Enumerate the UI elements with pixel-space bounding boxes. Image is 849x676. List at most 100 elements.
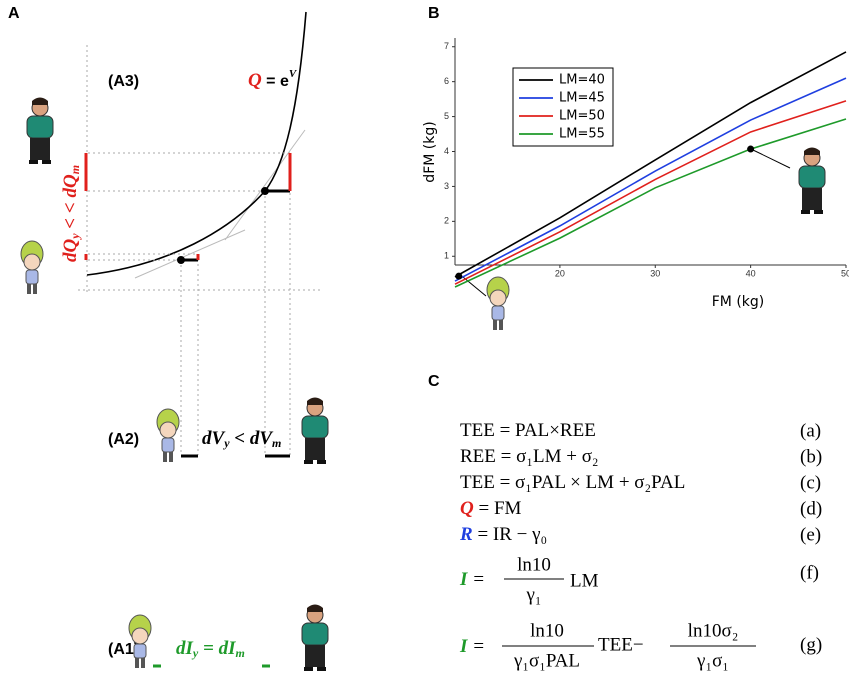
t: y [68,233,82,241]
t: dQ [60,174,81,198]
rhs: = σ₁LM + σ₂ [496,446,599,467]
dq-relation: dQy < < dQm [60,165,81,262]
legend-box [512,67,614,147]
lhs: REE [460,446,496,467]
legend-label: LM=45 [559,91,605,106]
t: dQ [60,239,81,263]
y-tick-label: 2 [444,216,449,226]
rhs: = PAL×REE [495,420,596,441]
t: < < [60,198,81,234]
equation: R = IR − γ₀ [459,524,547,545]
person [301,397,329,465]
eq-f-num: ln10 [517,554,551,575]
eq-tag: (c) [800,472,821,493]
point [261,187,269,195]
legend-label: LM=50 [559,109,605,124]
di-relation: dIy = dIm [176,638,245,659]
t: dI [176,638,194,659]
t: m [272,436,281,450]
marker [747,145,755,153]
eq-g-num: ln10 [530,620,564,641]
sup: V [289,68,298,80]
eq-g-den2: γ₁σ₁ [696,650,729,671]
t: I [459,569,468,590]
y-tick-label: 4 [444,146,449,156]
q: Q [248,70,262,91]
panel-a: A (A3) Q = eV dQy < < dQm (A2) dVy < dVm [8,5,329,672]
eq-f-den: γ₁ [525,584,541,605]
t: = [473,569,484,590]
equation: TEE = σ₁PAL × LM + σ₂PAL [460,472,685,493]
x-tick-label: 30 [650,268,660,278]
t: y [222,436,230,450]
series-line [454,100,847,285]
y-tick-label: 1 [444,251,449,261]
point [177,256,185,264]
panel-c: C I = ln10 γ₁ LM (f) I = ln10 γ₁σ₁PAL TEE−… [428,373,822,671]
t: m [68,165,82,174]
series-line [454,118,847,288]
eq-tag: (f) [800,562,819,583]
y-tick-label: 5 [444,111,449,121]
series-line [454,77,847,282]
arrow [462,276,487,297]
t: m [235,646,244,660]
arrow [752,149,791,169]
eq-tag: (d) [800,498,822,519]
person [301,604,329,672]
t: = [198,638,218,659]
panel-label: B [428,5,440,22]
lhs: Q [460,498,474,519]
lhs: TEE [460,420,495,441]
x-tick-label: 50 [841,268,849,278]
eq-g: I = [459,636,484,657]
t: I [459,636,468,657]
person [798,147,826,215]
subpanel-label: (A2) [108,431,139,448]
person [26,97,54,165]
legend-label: LM=40 [559,73,605,88]
tangent [224,129,306,241]
series-line [454,51,847,278]
t: = [473,636,484,657]
eq-tag: (e) [800,524,821,545]
marker [455,272,463,280]
lhs: R [459,524,473,545]
t: dV [202,428,226,449]
panel-label: A [8,5,20,22]
person [486,276,510,331]
y-tick-label: 6 [444,76,449,86]
y-tick-label: 3 [444,181,449,191]
panel-label: C [428,373,440,390]
eq-f-rest: LM [570,570,599,591]
eq-tag: (a) [800,420,821,441]
dv-relation: dVy < dVm [202,428,281,449]
eq-g-num2: ln10σ₂ [688,620,739,641]
t: dV [250,428,274,449]
rhs: = FM [474,498,522,519]
curve-equation: Q = eV [248,68,298,92]
y-axis-label: dFM (kg) [422,121,438,182]
x-axis-label: FM (kg) [712,294,765,310]
x-tick-label: 20 [555,268,565,278]
t: < [230,428,250,449]
equation: Q = FM [460,498,522,519]
t: y [191,646,199,660]
lhs: TEE [460,472,495,493]
y-tick-label: 7 [444,41,449,51]
x-tick-label: 40 [746,268,756,278]
equation: REE = σ₁LM + σ₂ [460,446,599,467]
panel-b: B FM (kg) dFM (kg) 1 2 3 4 5 6 7 20 30 40 50 LM=40 L… [422,5,849,331]
curve [86,11,307,276]
rhs: = σ₁PAL × LM + σ₂PAL [495,472,685,493]
rhs: = IR − γ₀ [473,524,547,545]
legend-label: LM=55 [559,127,605,142]
t: dI [219,638,237,659]
person [156,408,180,463]
eq-g-mid: TEE− [598,634,644,655]
subpanel-label: (A1) [108,641,139,658]
person [20,240,44,295]
eq: = e [262,73,289,90]
subpanel-label: (A3) [108,73,139,90]
